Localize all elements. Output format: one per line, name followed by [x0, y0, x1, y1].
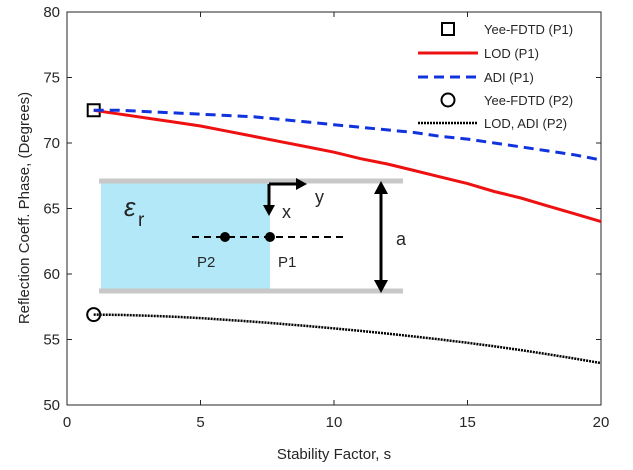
x-arrowhead: [263, 205, 275, 216]
y-tick-label: 70: [43, 135, 60, 152]
p1-label: P1: [278, 254, 296, 271]
y-tick-label: 65: [43, 201, 60, 218]
x-tick-label: 15: [459, 414, 476, 431]
inset-x-label: x: [282, 202, 291, 222]
height-label: a: [396, 229, 407, 249]
legend-marker: [441, 22, 455, 36]
x-axis-ticks: 0 5 10 15 20: [63, 12, 610, 431]
x-axis-label: Stability Factor, s: [277, 446, 391, 463]
legend-label: LOD, ADI (P2): [484, 116, 567, 131]
height-arrowhead-top: [374, 181, 388, 194]
y-axis-label: Reflection Coeff. Phase, (Degrees): [16, 92, 33, 324]
y-axis-ticks: 50 55 60 65 70 75 80: [43, 4, 601, 414]
epsilon-symbol: ε: [124, 192, 136, 222]
waveguide-inset: ε r y x P2 P1 a: [99, 178, 407, 294]
legend-label: Yee-FDTD (P2): [484, 93, 573, 108]
legend-label: LOD (P1): [484, 46, 539, 61]
p2-label: P2: [197, 254, 215, 271]
series-layer: [86, 103, 602, 365]
series-line-lod-p1: [93, 108, 602, 224]
legend-marker: [440, 92, 456, 108]
height-arrowhead-bottom: [374, 280, 388, 293]
x-tick-label: 20: [593, 414, 610, 431]
x-tick-label: 5: [196, 414, 204, 431]
y-tick-label: 50: [43, 397, 60, 414]
y-tick-label: 55: [43, 332, 60, 349]
y-tick-label: 80: [43, 4, 60, 21]
inset-y-label: y: [315, 187, 324, 207]
legend: Yee-FDTD (P1) LOD (P1) ADI (P1) Yee-FDTD (P…: [418, 22, 573, 131]
probe-point-p2: [220, 232, 230, 242]
x-tick-label: 0: [63, 414, 71, 431]
epsilon-subscript: r: [138, 210, 145, 231]
probe-point-p1: [265, 232, 275, 242]
y-arrowhead: [296, 178, 307, 190]
x-tick-label: 10: [326, 414, 343, 431]
legend-label: Yee-FDTD (P1): [484, 22, 573, 37]
series-line-lod-adi-p2: [93, 313, 602, 365]
y-tick-label: 75: [43, 70, 60, 87]
y-tick-label: 60: [43, 266, 60, 283]
series-line-adi-p1: [93, 108, 602, 162]
coordinate-axes: [267, 182, 297, 206]
legend-label: ADI (P1): [484, 70, 534, 85]
